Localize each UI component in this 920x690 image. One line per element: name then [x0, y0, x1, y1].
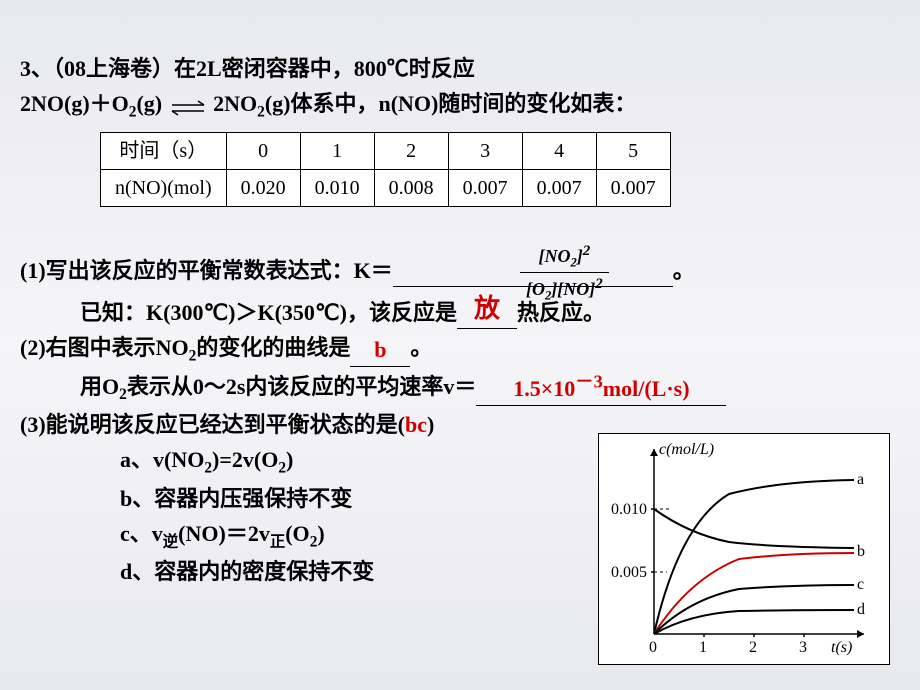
equilibrium-arrows [168, 89, 208, 122]
ytick-0005: 0.005 [611, 564, 647, 581]
reaction-rhs2: (g)体系中，n(NO)随时间的变化如表： [265, 91, 637, 116]
v0: 0.020 [226, 169, 300, 206]
v5: 0.007 [596, 169, 670, 206]
k-numerator: [NO2]2 [520, 240, 609, 273]
ans-curve: b [374, 337, 386, 362]
v3: 0.007 [448, 169, 522, 206]
ylabel: c(mol/L) [659, 441, 714, 458]
table-row-header: 时间（s） 0 1 2 3 4 5 [101, 132, 671, 169]
ytick-0010: 0.010 [611, 501, 647, 518]
ans-rate: 1.5×10－3mol/(L·s) [513, 376, 689, 401]
v4: 0.007 [522, 169, 596, 206]
part2a-text: (2)右图中表示NO [20, 335, 189, 360]
curve-no [654, 509, 854, 548]
th-time: 时间（s） [101, 132, 227, 169]
k-denominator: [O2][NO]2 [520, 273, 609, 305]
xtick-0: 0 [649, 639, 657, 656]
xtick-1: 1 [699, 639, 707, 656]
xlabel: t(s) [831, 639, 852, 656]
question-text-1: 在2L密闭容器中，800℃时反应 [174, 56, 475, 81]
v2: 0.008 [374, 169, 448, 206]
part3-text: (3)能说明该反应已经达到平衡状态的是( [20, 412, 405, 437]
part2b-text2: 表示从0～2s内该反应的平均速率v＝ [127, 374, 477, 399]
reaction-lhs2: (g) [136, 91, 162, 116]
xtick-2: 2 [749, 639, 757, 656]
data-table-wrap: 时间（s） 0 1 2 3 4 5 n(NO)(mol) 0.020 0.010… [100, 132, 900, 207]
sub-2b: 2 [257, 103, 265, 120]
curve-label-d: d [857, 601, 865, 618]
th-4: 4 [522, 132, 596, 169]
blank-exo: 放 [457, 289, 517, 329]
th-0: 0 [226, 132, 300, 169]
sub-2d: 2 [119, 386, 127, 403]
curve-label-a: a [857, 471, 864, 488]
blank-rate: 1.5×10－3mol/(L·s) [476, 369, 726, 406]
part1a-text: (1)写出该反应的平衡常数表达式：K＝ [20, 258, 393, 283]
curve-label-c: c [857, 576, 864, 593]
row-label: n(NO)(mol) [101, 169, 227, 206]
option-c: c、v逆(NO)＝2v正(O2) [120, 521, 325, 546]
part1b-text: 已知：K(300℃)＞K(350℃)，该反应是 [80, 300, 457, 325]
option-a: a、v(NO2)=2v(O2) [120, 447, 293, 472]
blank-curve: b [350, 333, 410, 367]
ans-exo: 放 [474, 294, 500, 323]
v1: 0.010 [300, 169, 374, 206]
th-5: 5 [596, 132, 670, 169]
xtick-3: 3 [799, 639, 807, 656]
question-number: 3、（08上海卷） [20, 56, 174, 81]
th-1: 1 [300, 132, 374, 169]
concentration-graph: 0.010 0.005 0 1 2 3 c(mol/L) t(s) a b c … [598, 433, 890, 665]
reaction-lhs: 2NO(g)＋O [20, 91, 129, 116]
option-d: d、容器内的密度保持不变 [120, 559, 374, 584]
part3-end: ) [427, 412, 434, 437]
option-b: b、容器内压强保持不变 [120, 486, 352, 511]
part2b-text: 用O [80, 374, 119, 399]
th-2: 2 [374, 132, 448, 169]
curve-d [654, 610, 854, 634]
reaction-rhs: 2NO [213, 91, 257, 116]
data-table: 时间（s） 0 1 2 3 4 5 n(NO)(mol) 0.020 0.010… [100, 132, 671, 207]
th-3: 3 [448, 132, 522, 169]
part2a-end: 。 [410, 335, 432, 360]
part1a-end: 。 [673, 258, 695, 283]
part2a-text2: 的变化的曲线是 [196, 335, 350, 360]
curve-label-b: b [857, 543, 865, 560]
k-expression: [NO2]2 [O2][NO]2 [520, 248, 609, 314]
ans-equilibrium: bc [405, 412, 427, 437]
table-row-values: n(NO)(mol) 0.020 0.010 0.008 0.007 0.007… [101, 169, 671, 206]
